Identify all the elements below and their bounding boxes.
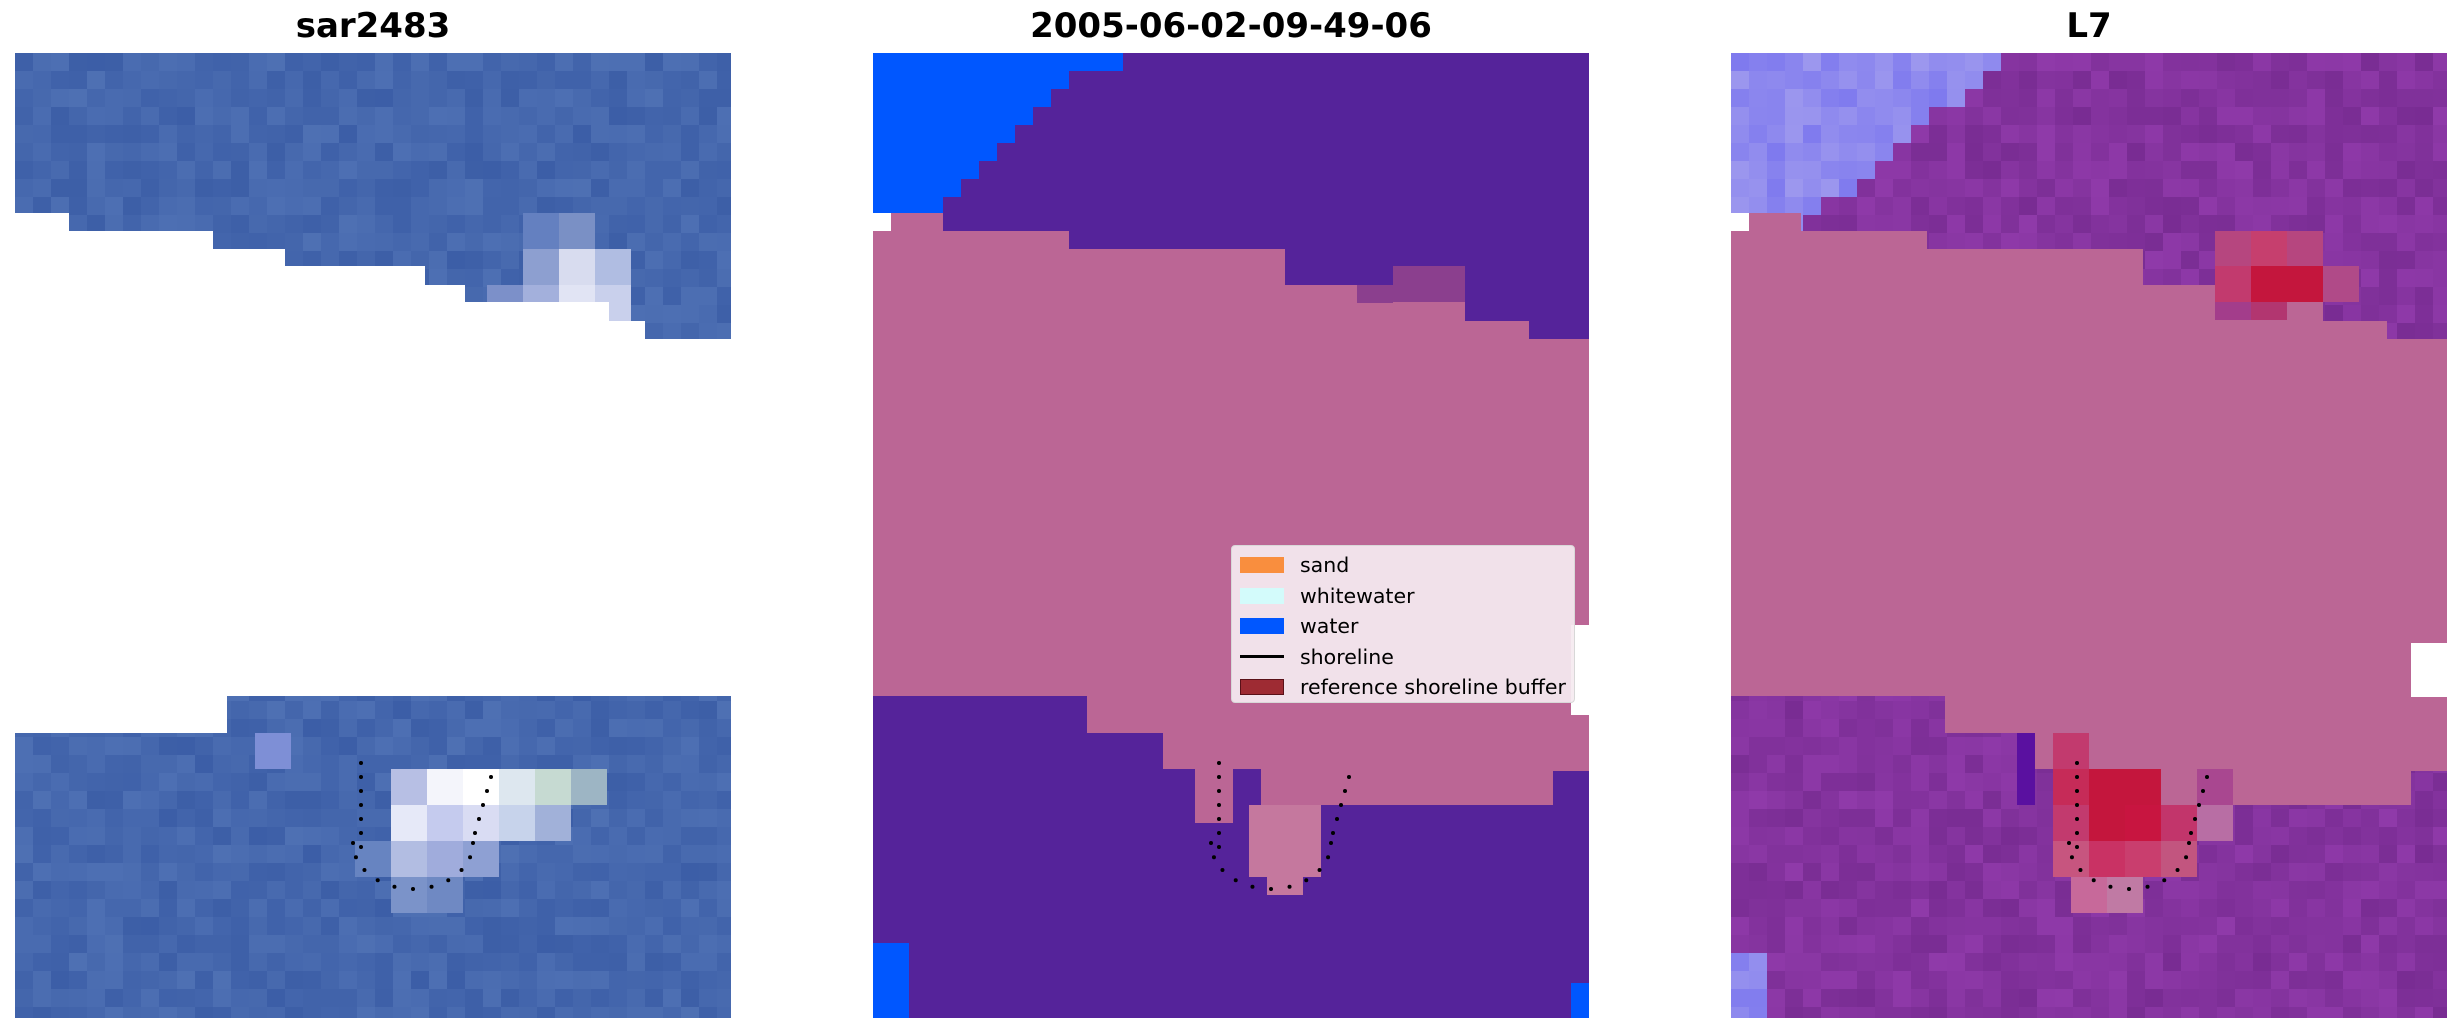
panel-title-sar: sar2483: [295, 6, 451, 46]
water-swatch: [1240, 618, 1284, 635]
probability-buffer-region: [1731, 213, 2447, 823]
classified-shoreline: [1209, 761, 1351, 891]
probability-hotspot-bottom: [2017, 733, 2233, 913]
legend-item-water: water: [1240, 611, 1566, 642]
classified-image: [873, 53, 1589, 1018]
nodata-right-edge-l7: [2411, 643, 2447, 697]
rgb-image-panel: [15, 53, 731, 1018]
rgb-image: [15, 53, 731, 1018]
panel-title-l7: L7: [2066, 6, 2112, 46]
legend-label-water: water: [1300, 614, 1359, 639]
classified-image-panel: [873, 53, 1589, 1018]
probability-image-panel: [1731, 53, 2447, 1018]
legend-label-sand: sand: [1300, 553, 1350, 578]
nodata-left-edge: [873, 213, 891, 231]
probability-image: [1731, 53, 2447, 1018]
shoreline-swatch: [1240, 655, 1284, 659]
legend-item-shoreline: shoreline: [1240, 642, 1566, 673]
nodata-left-edge-l7: [1731, 213, 1749, 231]
rgb-nodata-mask: [15, 213, 731, 733]
legend-item-whitewater: whitewater: [1240, 581, 1566, 612]
whitewater-swatch: [1240, 587, 1284, 604]
water-region-bottom-left: [873, 943, 909, 1018]
rgb-whitewater-patch: [255, 733, 607, 913]
probability-shoreline: [2067, 761, 2209, 891]
legend-label-whitewater: whitewater: [1300, 583, 1415, 608]
legend-item-reference-shoreline-buffer: reference shoreline buffer: [1240, 672, 1566, 703]
water-region-bottom-right: [1571, 983, 1589, 1018]
legend: sand whitewater water shoreline referenc…: [1231, 545, 1575, 703]
panel-title-date: 2005-06-02-09-49-06: [1030, 6, 1432, 46]
legend-item-sand: sand: [1240, 550, 1566, 581]
legend-label-reference-shoreline-buffer: reference shoreline buffer: [1300, 675, 1566, 700]
sand-swatch: [1240, 557, 1284, 574]
legend-label-shoreline: shoreline: [1300, 644, 1394, 669]
buffer-lobe: [1249, 805, 1321, 895]
water-region-top-left: [873, 53, 1123, 231]
reference-buffer-swatch: [1240, 679, 1284, 696]
buffer-top-spot: [1357, 266, 1465, 303]
rgb-shoreline: [351, 761, 493, 891]
probability-hotspot-top: [2215, 231, 2359, 320]
nodata-right-edge: [1571, 625, 1589, 715]
